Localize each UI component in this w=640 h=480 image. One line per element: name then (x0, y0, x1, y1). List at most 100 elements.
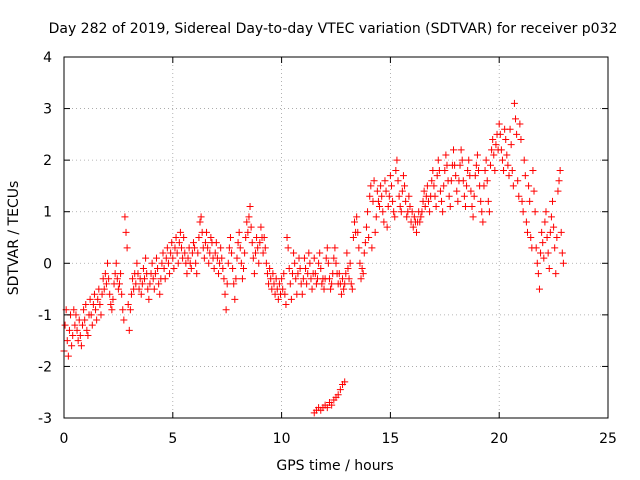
data-point (510, 99, 518, 107)
data-point (305, 249, 313, 257)
data-point (320, 285, 328, 293)
data-point (397, 208, 405, 216)
data-point (189, 239, 197, 247)
data-point (470, 192, 478, 200)
x-tick-label: 10 (273, 431, 291, 447)
data-point (148, 259, 156, 267)
data-point (243, 218, 251, 226)
data-point (203, 228, 211, 236)
data-point (283, 234, 291, 241)
data-point (137, 290, 145, 298)
data-point (508, 166, 516, 174)
data-point (108, 306, 116, 314)
data-point (107, 301, 115, 309)
data-point (378, 192, 386, 200)
data-point (460, 192, 468, 200)
data-point (515, 192, 523, 200)
data-point (389, 197, 397, 205)
data-point (387, 182, 395, 190)
data-point (200, 254, 208, 262)
data-point (398, 187, 406, 195)
data-point (486, 161, 494, 169)
data-point (361, 239, 369, 247)
data-point (229, 264, 237, 272)
data-point (191, 244, 199, 252)
data-point (155, 280, 163, 288)
data-point (183, 270, 191, 278)
data-point (303, 280, 311, 288)
data-point (446, 203, 454, 211)
data-point (413, 228, 421, 236)
data-point (438, 197, 446, 205)
data-point (533, 259, 541, 267)
data-point (380, 218, 388, 226)
data-point (151, 270, 159, 278)
data-point (281, 290, 289, 298)
data-point (386, 172, 394, 180)
data-point (149, 275, 157, 283)
data-point (496, 130, 504, 138)
data-point (279, 285, 287, 293)
data-point (484, 197, 492, 205)
data-point (473, 151, 481, 159)
data-point (126, 306, 134, 314)
data-point (395, 192, 403, 200)
data-point (124, 301, 132, 309)
x-tick-label: 20 (490, 431, 508, 447)
data-point (89, 301, 97, 309)
data-point (218, 254, 226, 262)
y-tick-label: -2 (38, 359, 52, 375)
data-point (469, 213, 477, 221)
data-point (516, 120, 524, 128)
data-point (478, 208, 486, 216)
data-point (262, 259, 270, 267)
data-point (184, 254, 192, 262)
data-point (120, 316, 128, 324)
data-point (233, 254, 241, 262)
data-point (343, 249, 351, 257)
data-point (520, 156, 528, 164)
data-point (553, 234, 561, 241)
data-point (325, 275, 333, 283)
data-point (519, 208, 527, 216)
data-point (241, 249, 249, 257)
data-point (181, 249, 189, 257)
data-point (255, 259, 263, 267)
data-point (517, 136, 525, 144)
data-point (221, 290, 229, 298)
data-point (350, 218, 358, 226)
data-point (331, 244, 339, 252)
data-point (80, 306, 88, 314)
data-point (113, 275, 121, 283)
data-point (423, 182, 431, 190)
data-point (384, 203, 392, 211)
data-point (316, 249, 324, 257)
data-point (445, 192, 453, 200)
data-point (547, 213, 555, 221)
data-point (220, 275, 228, 283)
data-point (162, 254, 170, 262)
data-point (376, 203, 384, 211)
data-point (100, 285, 108, 293)
data-point (328, 401, 336, 409)
data-point (477, 197, 485, 205)
data-point (332, 259, 340, 267)
data-point (299, 275, 307, 283)
data-point (518, 197, 526, 205)
data-point (269, 270, 277, 278)
data-point (290, 249, 298, 257)
data-point (84, 331, 92, 339)
data-point (458, 156, 466, 164)
data-point (525, 182, 533, 190)
data-point (163, 244, 171, 252)
data-point (491, 166, 499, 174)
data-point (310, 254, 318, 262)
data-point (217, 244, 225, 252)
data-point (119, 306, 127, 314)
data-point (192, 259, 200, 267)
data-point (98, 290, 106, 298)
data-point (129, 275, 137, 283)
data-point (193, 270, 201, 278)
data-point (450, 146, 458, 154)
